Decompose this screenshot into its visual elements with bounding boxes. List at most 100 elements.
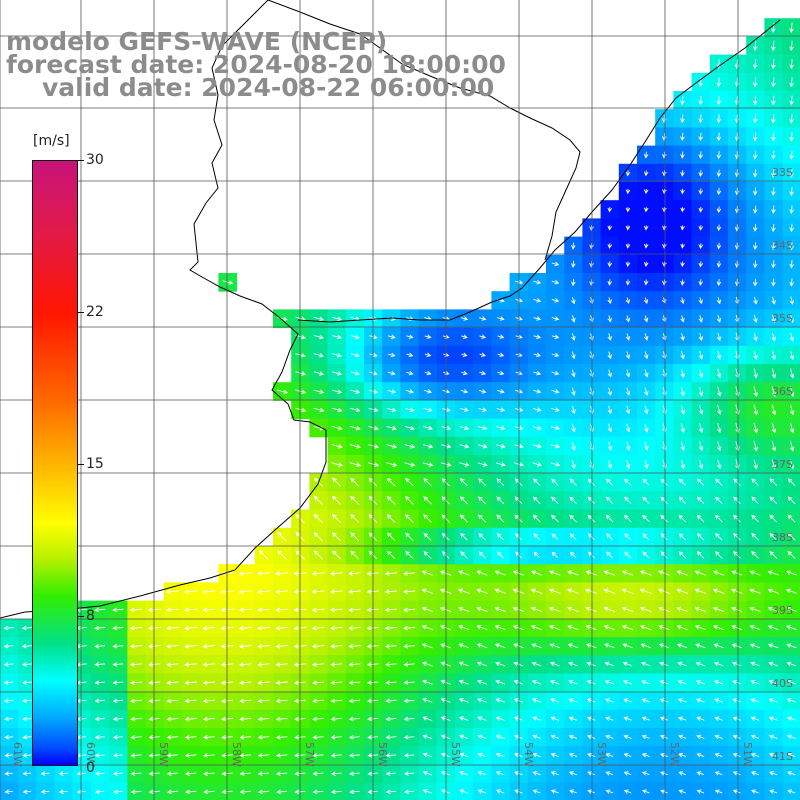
wind-arrow — [605, 496, 614, 504]
wind-arrow — [350, 532, 360, 542]
wind-arrow — [753, 422, 758, 434]
wind-arrow — [621, 570, 634, 576]
wind-arrow — [644, 459, 649, 470]
wind-arrow — [495, 679, 506, 685]
wind-arrow — [58, 771, 68, 776]
wind-arrow — [257, 753, 270, 758]
wind-arrow — [22, 771, 32, 776]
wind-arrow — [461, 370, 468, 376]
wind-arrow — [567, 588, 579, 594]
wind-arrow — [660, 551, 668, 559]
wind-arrow — [459, 771, 469, 776]
wind-arrow — [476, 679, 487, 685]
wind-arrow — [769, 514, 778, 523]
wind-arrow — [658, 624, 670, 631]
wind-arrow — [605, 752, 614, 758]
wind-arrow — [641, 679, 651, 685]
wind-arrow — [405, 496, 414, 505]
wind-arrow — [771, 187, 776, 196]
wind-arrow — [202, 680, 216, 686]
wind-arrow — [532, 443, 542, 449]
wind-arrow — [129, 644, 143, 649]
wind-arrow — [676, 588, 689, 594]
wind-arrow — [714, 771, 723, 776]
wind-arrow — [607, 441, 613, 451]
wind-arrow — [275, 607, 289, 613]
wind-arrow — [533, 316, 542, 321]
wind-arrow — [607, 351, 613, 360]
wind-arrow — [220, 680, 234, 686]
wind-arrow — [497, 334, 505, 339]
wind-arrow — [551, 279, 560, 285]
wind-arrow — [423, 407, 433, 412]
wind-arrow — [604, 661, 615, 667]
wind-arrow — [220, 589, 234, 595]
wind-arrow — [678, 734, 687, 740]
longitude-label: 51W — [741, 742, 754, 767]
wind-arrow — [771, 205, 776, 214]
wind-arrow — [753, 404, 758, 416]
wind-arrow — [587, 734, 596, 740]
wind-arrow — [494, 625, 506, 631]
wind-arrow — [585, 570, 597, 576]
wind-arrow — [404, 462, 416, 467]
wind-arrow — [659, 698, 669, 703]
wind-arrow — [94, 680, 105, 685]
wind-arrow — [238, 571, 252, 576]
colorbar-tick-label: 30 — [86, 152, 104, 168]
wind-arrow — [786, 716, 796, 721]
wind-speed-cell — [527, 782, 547, 800]
wind-arrow — [625, 441, 631, 451]
wind-arrow — [714, 716, 723, 721]
wind-arrow — [348, 571, 361, 576]
wind-arrow — [423, 514, 432, 523]
wind-arrow — [422, 697, 433, 703]
wind-arrow — [607, 279, 613, 286]
wind-arrow — [694, 588, 707, 594]
wind-arrow — [751, 496, 759, 505]
wind-arrow — [789, 150, 794, 160]
wind-arrow — [202, 607, 216, 613]
wind-arrow — [571, 242, 576, 250]
wind-arrow — [607, 333, 612, 341]
wind-arrow — [477, 771, 487, 776]
wind-arrow — [533, 478, 541, 486]
wind-arrow — [530, 588, 543, 594]
wind-arrow — [623, 716, 632, 721]
wind-arrow — [478, 514, 487, 523]
wind-arrow — [275, 625, 289, 631]
wind-arrow — [750, 752, 760, 758]
wind-arrow — [403, 698, 415, 704]
wind-arrow — [713, 661, 724, 667]
wind-arrow — [643, 188, 649, 195]
wind-arrow — [311, 607, 325, 613]
wind-arrow — [768, 679, 778, 685]
wind-arrow — [238, 607, 252, 613]
wind-arrow — [752, 59, 758, 70]
wind-arrow — [786, 734, 796, 740]
wind-speed-cell — [782, 382, 800, 401]
wind-arrow — [332, 550, 342, 560]
wind-arrow — [677, 698, 687, 703]
wind-arrow — [712, 588, 725, 594]
wind-arrow — [571, 315, 576, 323]
wind-arrow — [385, 680, 397, 685]
wind-arrow — [639, 606, 652, 613]
wind-arrow — [715, 533, 723, 541]
wind-arrow — [203, 789, 215, 795]
wind-arrow — [387, 370, 396, 376]
wind-arrow — [571, 369, 576, 378]
wind-arrow — [625, 369, 631, 378]
wind-arrow — [571, 351, 576, 360]
wind-arrow — [771, 22, 776, 33]
wind-arrow — [497, 370, 505, 376]
wind-arrow — [330, 644, 343, 649]
wind-arrow — [678, 551, 687, 559]
wind-arrow — [329, 571, 343, 576]
wind-arrow — [768, 716, 778, 721]
wind-arrow — [202, 625, 216, 631]
wind-arrow — [716, 95, 722, 106]
wind-arrow — [607, 297, 612, 305]
wind-arrow — [568, 716, 578, 721]
